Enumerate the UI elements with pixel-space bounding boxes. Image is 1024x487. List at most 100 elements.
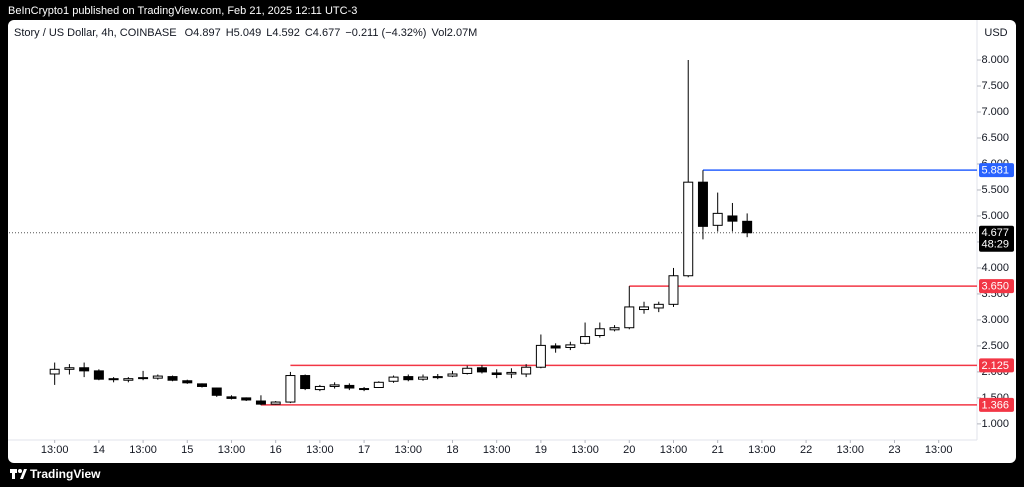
level-marker bbox=[979, 163, 1014, 178]
candle-body bbox=[373, 381, 384, 388]
last-price-marker bbox=[979, 225, 1014, 252]
candle-body bbox=[403, 376, 414, 381]
chart-panel bbox=[8, 20, 1016, 463]
candle-body bbox=[285, 375, 296, 403]
candle-body bbox=[521, 366, 532, 375]
y-tick-label: 7.500 bbox=[981, 80, 1009, 92]
candle-body bbox=[683, 181, 694, 277]
candle-body bbox=[565, 344, 576, 348]
candle-body bbox=[624, 306, 635, 329]
x-tick-label: 13:00 bbox=[483, 444, 511, 456]
y-tick-label: 5.000 bbox=[981, 210, 1009, 222]
candle-body bbox=[241, 397, 252, 401]
level-marker bbox=[979, 279, 1014, 294]
candle-body bbox=[712, 212, 723, 226]
x-tick-label: 13:00 bbox=[660, 444, 688, 456]
y-tick-label: 8.000 bbox=[981, 54, 1009, 66]
x-tick-label: 13:00 bbox=[571, 444, 599, 456]
brand-logo bbox=[10, 469, 27, 479]
x-tick-label: 16 bbox=[270, 444, 282, 456]
candle-body bbox=[359, 388, 370, 391]
currency: USD bbox=[984, 27, 1007, 39]
level-label: 2.125 bbox=[981, 360, 1009, 372]
candle-body bbox=[742, 220, 753, 234]
x-tick-label: 13:00 bbox=[218, 444, 246, 456]
candle-body bbox=[462, 367, 473, 374]
y-tick-label: 4.000 bbox=[981, 262, 1009, 274]
x-tick-label: 20 bbox=[623, 444, 635, 456]
candle-body bbox=[329, 384, 340, 387]
candle-body bbox=[314, 385, 325, 391]
y-tick-label: 1.000 bbox=[981, 418, 1009, 430]
x-tick-label: 21 bbox=[712, 444, 724, 456]
legend-item: H5.049 bbox=[226, 27, 261, 39]
candle-body bbox=[255, 400, 266, 405]
candle-body bbox=[49, 368, 60, 375]
candle-body bbox=[93, 370, 104, 380]
brand: TradingView bbox=[30, 467, 101, 481]
candle-body bbox=[226, 396, 237, 399]
candle-body bbox=[138, 377, 149, 380]
y-tick-label: 7.000 bbox=[981, 106, 1009, 118]
legend-item: L4.592 bbox=[266, 27, 300, 39]
legend-item: O4.897 bbox=[185, 27, 221, 39]
candle-body bbox=[79, 367, 90, 372]
candle-body bbox=[447, 373, 458, 377]
candle-body bbox=[270, 401, 281, 405]
candle-body bbox=[123, 378, 134, 381]
candle-body bbox=[344, 384, 355, 389]
candle-body bbox=[609, 327, 620, 331]
level-label: 5.881 bbox=[981, 165, 1009, 177]
legend-item: Vol2.07M bbox=[431, 27, 477, 39]
x-tick-label: 22 bbox=[800, 444, 812, 456]
candle-body bbox=[697, 181, 708, 227]
candle-body bbox=[506, 371, 517, 375]
candle-body bbox=[388, 376, 399, 382]
candle-body bbox=[182, 380, 193, 384]
level-label: 3.650 bbox=[981, 281, 1009, 293]
y-tick-label: 5.500 bbox=[981, 184, 1009, 196]
level-marker bbox=[979, 358, 1014, 373]
y-tick-label: 3.000 bbox=[981, 314, 1009, 326]
last-price-label: 4.677 bbox=[981, 227, 1009, 239]
candle-body bbox=[535, 344, 546, 368]
x-tick-label: 15 bbox=[181, 444, 193, 456]
candle-body bbox=[639, 306, 650, 311]
x-tick-label: 17 bbox=[358, 444, 370, 456]
candle-body bbox=[418, 376, 429, 380]
candle-body bbox=[594, 328, 605, 337]
y-tick-label: 6.500 bbox=[981, 132, 1009, 144]
candle-body bbox=[476, 367, 487, 373]
candle-body bbox=[550, 345, 561, 349]
x-tick-label: 13:00 bbox=[395, 444, 423, 456]
x-tick-label: 13:00 bbox=[925, 444, 953, 456]
x-tick-label: 13:00 bbox=[129, 444, 157, 456]
publisher: BeInCrypto1 published on TradingView.com… bbox=[8, 5, 357, 17]
symbol-title: Story / US Dollar, 4h, COINBASE bbox=[14, 27, 177, 39]
x-tick-label: 18 bbox=[446, 444, 458, 456]
countdown: 48:29 bbox=[981, 239, 1009, 251]
level-marker bbox=[979, 397, 1014, 412]
candle-body bbox=[432, 376, 443, 379]
level-label: 1.366 bbox=[981, 399, 1009, 411]
y-tick-label: 2.500 bbox=[981, 340, 1009, 352]
candle-body bbox=[211, 387, 222, 396]
candle-body bbox=[653, 303, 664, 309]
x-tick-label: 23 bbox=[888, 444, 900, 456]
x-tick-label: 13:00 bbox=[306, 444, 334, 456]
legend-item: C4.677 bbox=[305, 27, 340, 39]
candle-body bbox=[167, 376, 178, 381]
candle-body bbox=[580, 336, 591, 344]
candle-body bbox=[727, 215, 738, 222]
candle-body bbox=[668, 275, 679, 305]
candle-body bbox=[64, 367, 75, 370]
candle-body bbox=[197, 383, 208, 387]
candle-body bbox=[108, 378, 119, 381]
x-tick-label: 13:00 bbox=[41, 444, 69, 456]
x-tick-label: 13:00 bbox=[748, 444, 776, 456]
x-tick-label: 19 bbox=[535, 444, 547, 456]
candle-body bbox=[300, 375, 311, 390]
candle-body bbox=[152, 375, 163, 379]
candle-body bbox=[491, 372, 502, 376]
